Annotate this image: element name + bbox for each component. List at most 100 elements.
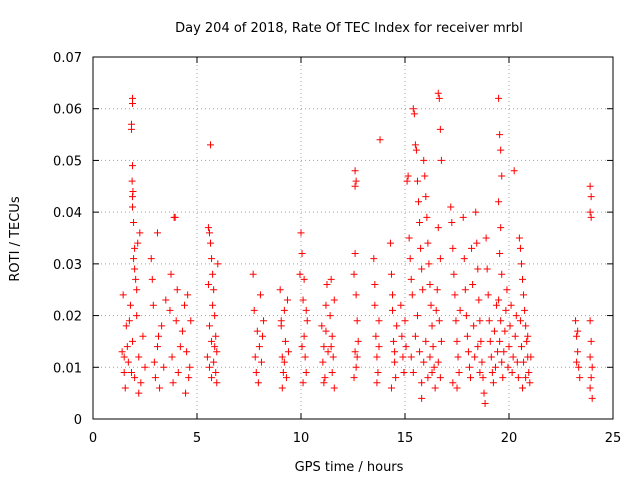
data-point — [495, 296, 503, 304]
data-point — [390, 337, 398, 345]
data-point — [435, 317, 443, 325]
data-point — [512, 312, 520, 320]
data-point — [351, 348, 359, 356]
data-point — [205, 322, 213, 330]
data-point — [255, 343, 263, 351]
data-point — [430, 363, 438, 371]
data-point — [521, 306, 529, 314]
data-point — [432, 306, 440, 314]
data-point — [213, 379, 221, 387]
data-point — [126, 301, 134, 309]
data-point — [418, 265, 426, 273]
data-point — [411, 141, 419, 149]
data-point — [123, 343, 131, 351]
data-point — [282, 374, 290, 382]
data-point — [500, 348, 508, 356]
data-point — [250, 306, 258, 314]
data-point — [525, 368, 533, 376]
data-point — [158, 322, 166, 330]
data-point — [503, 286, 511, 294]
data-point — [400, 368, 408, 376]
data-point — [482, 234, 490, 242]
x-tick-label: 0 — [89, 431, 97, 446]
data-point — [517, 260, 525, 268]
data-point — [510, 167, 518, 175]
data-point — [208, 374, 216, 382]
data-point — [404, 172, 412, 180]
data-point — [279, 368, 287, 376]
data-point — [326, 312, 334, 320]
y-axis-label: ROTI / TECUs — [8, 196, 23, 281]
data-point — [327, 343, 335, 351]
x-tick-label: 10 — [293, 431, 310, 446]
data-point — [136, 229, 144, 237]
data-point — [574, 348, 582, 356]
data-point — [375, 317, 383, 325]
data-point — [488, 368, 496, 376]
data-point — [436, 255, 444, 263]
data-point — [129, 193, 137, 201]
data-point — [496, 131, 504, 139]
data-point — [298, 343, 306, 351]
data-point — [417, 244, 425, 252]
data-point — [169, 379, 177, 387]
data-point — [407, 275, 415, 283]
data-point — [296, 270, 304, 278]
data-point — [435, 94, 443, 102]
data-point — [283, 296, 291, 304]
data-point — [351, 167, 359, 175]
data-point — [588, 363, 596, 371]
data-point — [166, 306, 174, 314]
data-point — [135, 389, 143, 397]
data-point — [516, 317, 524, 325]
data-point — [352, 291, 360, 299]
y-tick-label: 0.01 — [53, 361, 82, 376]
data-point — [249, 270, 257, 278]
data-point — [484, 291, 492, 299]
data-points — [118, 89, 596, 407]
data-point — [527, 353, 535, 361]
data-point — [459, 213, 467, 221]
data-point — [426, 281, 434, 289]
data-point — [213, 348, 221, 356]
data-point — [147, 255, 155, 263]
data-point — [477, 337, 485, 345]
x-tick-label: 15 — [397, 431, 414, 446]
data-point — [167, 270, 175, 278]
data-point — [127, 125, 135, 133]
data-point — [301, 353, 309, 361]
data-point — [173, 286, 181, 294]
data-point — [212, 368, 220, 376]
data-point — [129, 337, 137, 345]
data-point — [186, 363, 194, 371]
data-point — [324, 348, 332, 356]
data-point — [205, 229, 213, 237]
data-point — [209, 301, 217, 309]
chart-title: Day 204 of 2018, Rate Of TEC Index for r… — [175, 21, 523, 36]
data-point — [207, 141, 215, 149]
data-point — [327, 275, 335, 283]
data-point — [429, 343, 437, 351]
data-point — [351, 250, 359, 258]
data-point — [280, 306, 288, 314]
data-point — [501, 327, 509, 335]
data-point — [374, 368, 382, 376]
data-point — [507, 301, 515, 309]
data-point — [391, 358, 399, 366]
y-tick-label: 0.02 — [53, 310, 82, 325]
data-point — [587, 193, 595, 201]
data-point — [276, 286, 284, 294]
data-point — [172, 317, 180, 325]
data-point — [406, 255, 414, 263]
data-point — [453, 384, 461, 392]
data-point — [352, 363, 360, 371]
data-point — [328, 332, 336, 340]
data-point — [278, 353, 286, 361]
data-point — [463, 332, 471, 340]
data-point — [150, 358, 158, 366]
data-point — [151, 374, 159, 382]
data-point — [211, 312, 219, 320]
data-point — [354, 337, 362, 345]
data-point — [471, 353, 479, 361]
